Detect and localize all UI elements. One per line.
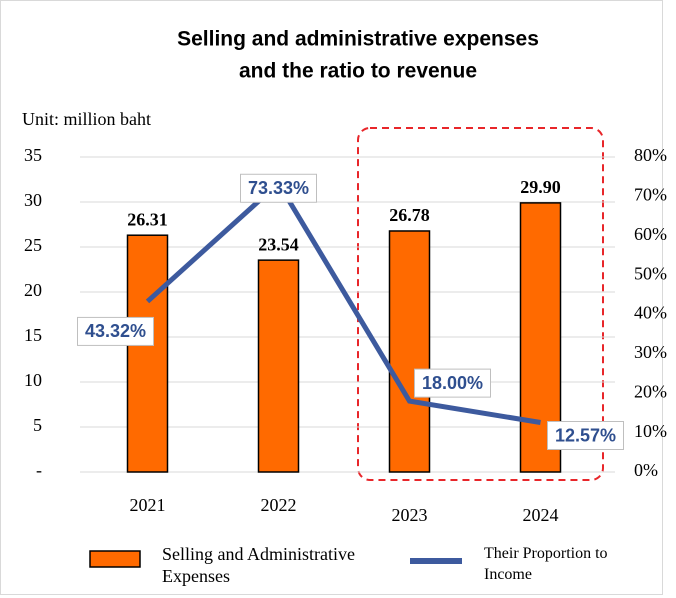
y2-tick-label: 20%	[634, 381, 667, 401]
chart-title: Selling and administrative expenses	[177, 28, 539, 51]
y-axis-label: Unit: million baht	[22, 109, 151, 129]
data-label: 29.90	[520, 177, 561, 197]
data-label: 26.31	[127, 209, 168, 229]
data-label-box	[414, 368, 491, 398]
data-label-box	[547, 421, 624, 451]
y-tick-label: -	[36, 460, 42, 480]
y2-tick-label: 60%	[634, 224, 667, 244]
x-tick-label: 2023	[392, 505, 428, 525]
y2-tick-label: 0%	[634, 460, 658, 480]
data-label-box	[77, 316, 154, 346]
legend-swatch	[89, 550, 141, 568]
line	[145, 179, 541, 425]
chart-border	[0, 0, 663, 595]
data-label: 12.57%	[555, 425, 616, 445]
bar	[388, 230, 431, 473]
y-tick-label: 30	[24, 190, 42, 210]
y-tick-label: 35	[24, 145, 42, 165]
data-label-box	[240, 173, 317, 203]
highlight-box	[357, 127, 604, 481]
x-tick-label: 2022	[261, 495, 297, 515]
y-tick-label: 5	[33, 415, 42, 435]
data-label: 26.78	[389, 205, 430, 225]
data-label: 18.00%	[422, 373, 483, 393]
y-tick-label: 25	[24, 235, 42, 255]
x-tick-label: 2024	[523, 505, 559, 525]
data-label: 23.54	[258, 234, 299, 254]
y2-tick-label: 40%	[634, 303, 667, 323]
bar	[126, 234, 169, 473]
chart-title: and the ratio to revenue	[239, 60, 477, 83]
legend-label: Their Proportion to Income	[484, 545, 608, 583]
data-label: 73.33%	[248, 178, 309, 198]
y2-tick-label: 50%	[634, 263, 667, 283]
y2-tick-label: 70%	[634, 185, 667, 205]
y2-tick-label: 30%	[634, 342, 667, 362]
x-tick-label: 2021	[130, 495, 166, 515]
bar	[257, 259, 300, 473]
y-tick-label: 20	[24, 280, 42, 300]
y-tick-label: 10	[24, 370, 42, 390]
data-label: 43.32%	[85, 321, 146, 341]
legend-label: Selling and Administrative Expenses	[162, 544, 355, 586]
y2-tick-label: 10%	[634, 421, 667, 441]
y-tick-label: 15	[24, 325, 42, 345]
y2-tick-label: 80%	[634, 145, 667, 165]
